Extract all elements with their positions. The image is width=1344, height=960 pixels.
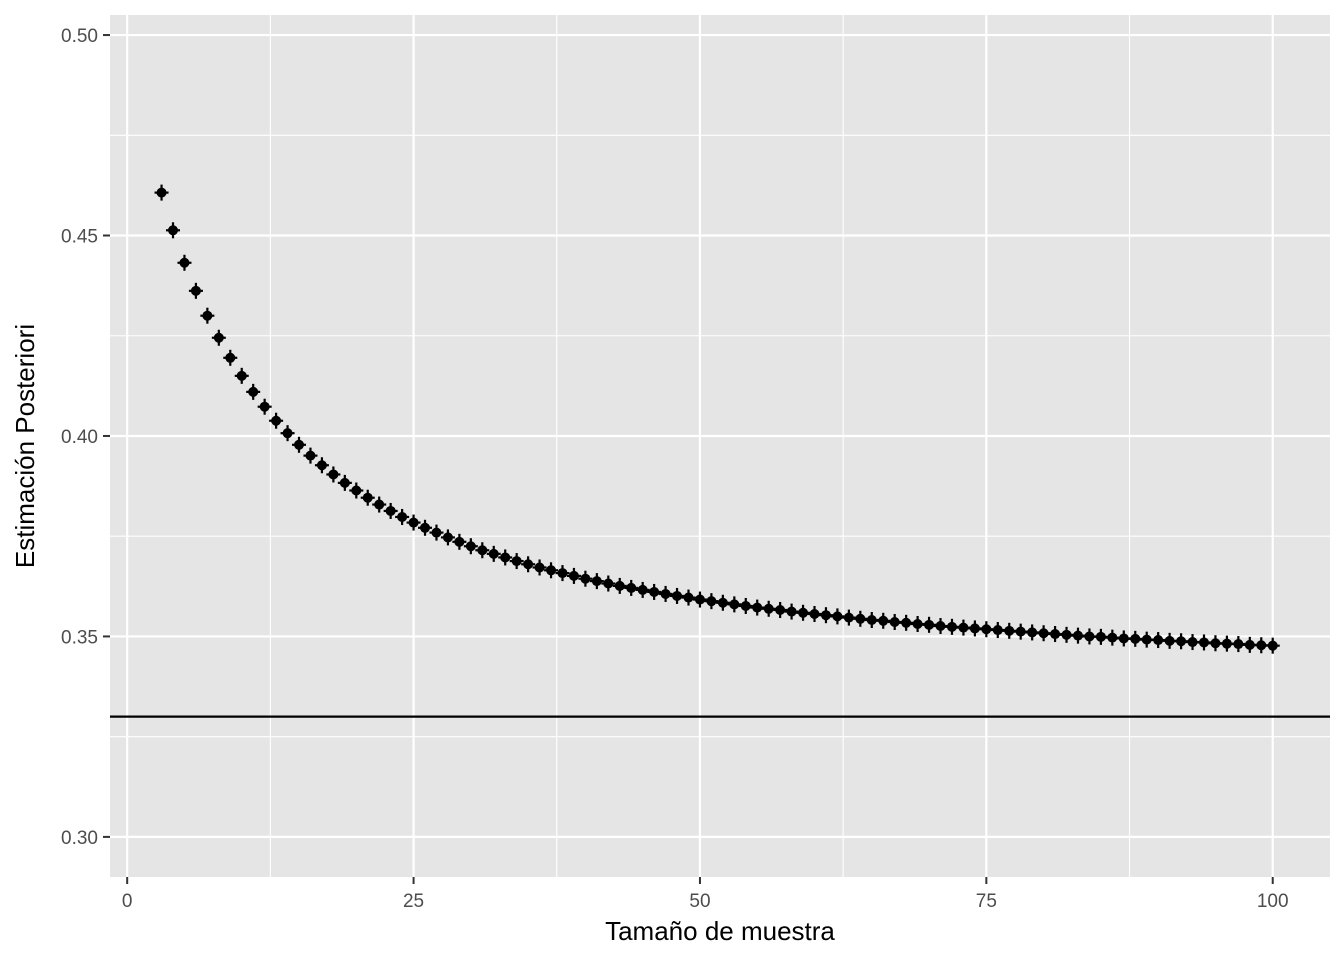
data-point	[1013, 623, 1028, 640]
x-tick-label: 25	[403, 891, 424, 912]
data-point	[188, 282, 203, 299]
data-point	[876, 612, 891, 629]
data-point	[257, 398, 272, 415]
x-axis-title: Tamaño de muestra	[605, 916, 835, 946]
data-point	[166, 222, 181, 239]
data-point	[635, 581, 650, 598]
data-point	[360, 489, 375, 506]
data-point	[200, 307, 215, 324]
y-tick-label: 0.40	[61, 427, 98, 448]
x-tick-label: 75	[976, 891, 997, 912]
data-point	[1185, 634, 1200, 651]
data-point	[658, 585, 673, 602]
data-point	[853, 610, 868, 627]
data-point	[990, 622, 1005, 639]
x-tick-label: 100	[1257, 891, 1289, 912]
data-point	[395, 508, 410, 525]
data-point	[1002, 622, 1017, 639]
data-point	[269, 412, 284, 429]
data-point	[498, 549, 513, 566]
data-points	[154, 184, 1280, 654]
data-point	[773, 601, 788, 618]
data-point	[681, 589, 696, 606]
data-point	[887, 614, 902, 631]
data-point	[337, 474, 352, 491]
data-point	[280, 425, 295, 442]
data-point	[440, 529, 455, 546]
data-point	[521, 556, 536, 573]
data-point	[383, 502, 398, 519]
data-point	[601, 575, 616, 592]
data-point	[830, 608, 845, 625]
data-point	[807, 605, 822, 622]
data-point	[796, 604, 811, 621]
data-point	[624, 579, 639, 596]
data-point	[429, 524, 444, 541]
data-point	[566, 567, 581, 584]
data-point	[670, 587, 685, 604]
x-tick-label: 0	[122, 891, 133, 912]
data-point	[314, 457, 329, 474]
data-point	[154, 184, 169, 201]
data-point	[532, 559, 547, 576]
data-point	[1265, 637, 1280, 654]
data-point	[234, 367, 249, 384]
x-tick-label: 50	[689, 891, 710, 912]
data-point	[692, 591, 707, 608]
data-point	[1139, 631, 1154, 648]
y-tick-label: 0.30	[61, 828, 98, 849]
data-point	[647, 583, 662, 600]
y-axis-title: Estimación Posteriori	[10, 324, 40, 568]
data-point	[818, 607, 833, 624]
y-tick-label: 0.45	[61, 227, 98, 248]
data-point	[475, 542, 490, 559]
data-point	[704, 593, 719, 610]
data-point	[589, 573, 604, 590]
data-point	[292, 436, 307, 453]
data-point	[922, 616, 937, 633]
data-point	[578, 570, 593, 587]
y-tick-label: 0.35	[61, 627, 98, 648]
data-point	[750, 599, 765, 616]
data-point	[372, 496, 387, 513]
data-point	[612, 577, 627, 594]
data-point	[784, 603, 799, 620]
y-tick-label: 0.50	[61, 26, 98, 47]
data-point	[211, 329, 226, 346]
data-point	[177, 254, 192, 271]
data-point	[406, 514, 421, 531]
x-axis: 0 25 50 75 100	[122, 877, 1289, 912]
data-point	[738, 597, 753, 614]
data-point	[223, 349, 238, 366]
data-point	[555, 565, 570, 582]
data-point	[899, 614, 914, 631]
data-point	[761, 600, 776, 617]
data-point	[715, 594, 730, 611]
data-point	[349, 482, 364, 499]
major-gridlines	[110, 15, 1330, 877]
data-point	[544, 562, 559, 579]
data-point	[326, 466, 341, 483]
minor-gridlines	[110, 15, 1330, 877]
data-point	[463, 538, 478, 555]
data-point	[246, 383, 261, 400]
data-point	[452, 533, 467, 550]
y-axis: 0.30 0.35 0.40 0.45 0.50	[61, 26, 110, 849]
data-point	[841, 609, 856, 626]
data-point	[418, 519, 433, 536]
plot-panel	[110, 15, 1330, 877]
data-point	[727, 596, 742, 613]
data-point	[1174, 633, 1189, 650]
data-point	[509, 553, 524, 570]
data-point	[303, 447, 318, 464]
data-point	[486, 545, 501, 562]
